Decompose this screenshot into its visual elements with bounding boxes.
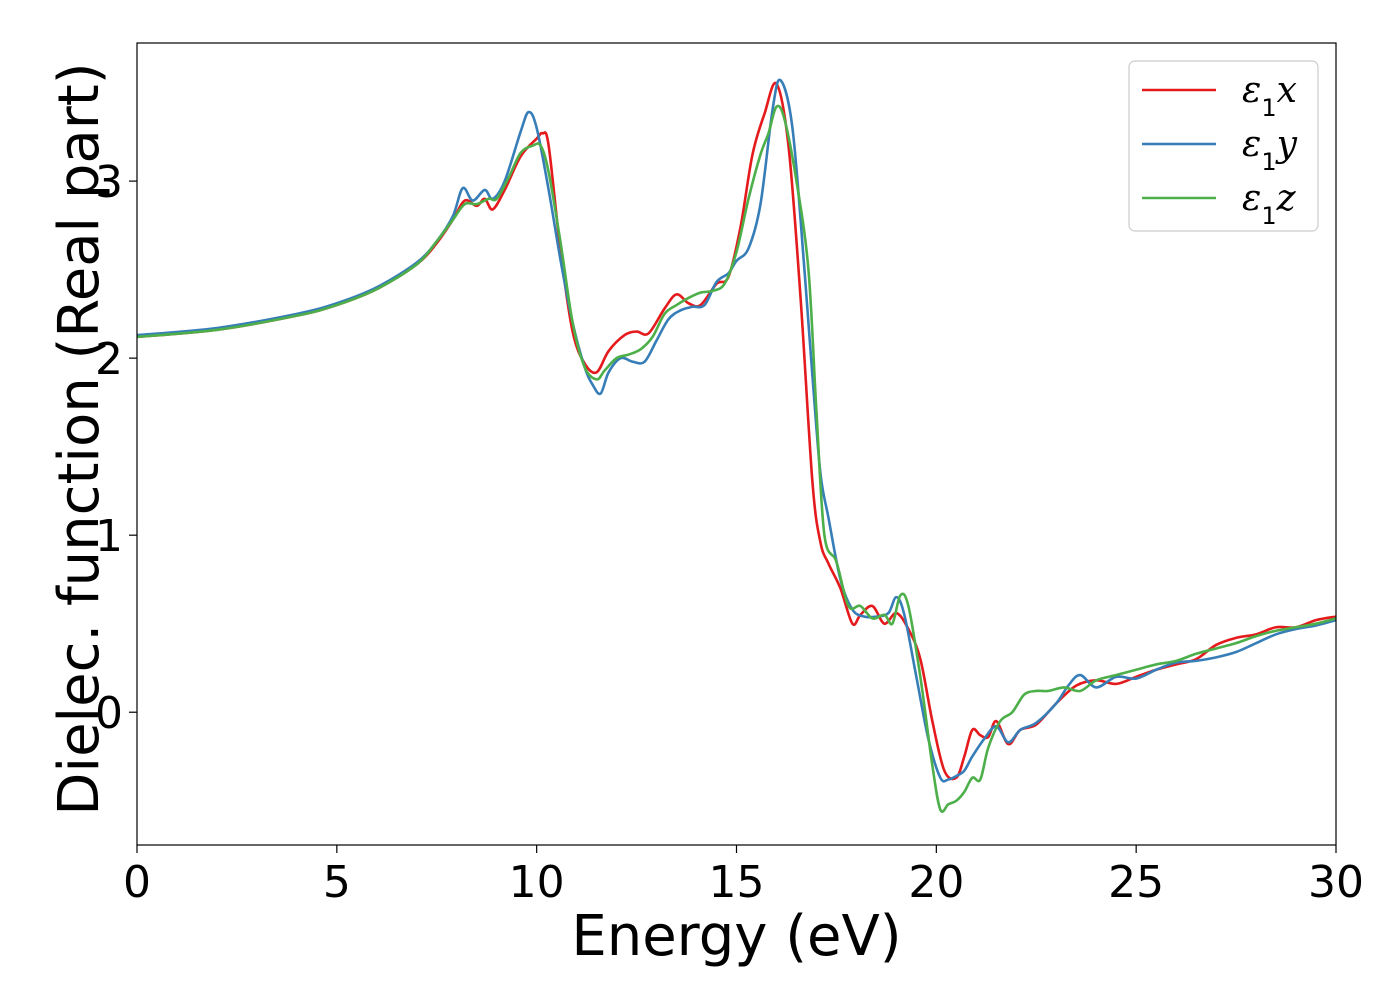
series-line-z (137, 104, 1336, 814)
x-tick-label: 0 (123, 857, 151, 908)
y-tick-label: 0 (95, 688, 123, 739)
x-tick-label: 20 (908, 857, 964, 908)
y-axis: 0 1 2 3 (95, 157, 137, 739)
legend-label: ε1z (1242, 178, 1297, 230)
x-tick-label: 25 (1108, 857, 1164, 908)
x-axis-title: Energy (eV) (571, 904, 901, 969)
y-tick-label: 3 (95, 157, 123, 208)
x-tick-label: 30 (1308, 857, 1364, 908)
x-tick-label: 5 (323, 857, 351, 908)
y-axis-title: Dielec. function (Real part) (47, 62, 112, 815)
legend-box (1128, 60, 1319, 232)
x-axis: 0 5 10 15 20 25 30 (123, 845, 1364, 908)
legend-label: ε1y (1242, 124, 1298, 176)
y-tick-label: 1 (95, 511, 123, 562)
y-tick-label: 2 (95, 334, 123, 385)
series-layer (137, 78, 1336, 814)
x-tick-label: 15 (709, 857, 765, 908)
legend-label: ε1x (1242, 70, 1297, 122)
x-tick-label: 10 (509, 857, 565, 908)
